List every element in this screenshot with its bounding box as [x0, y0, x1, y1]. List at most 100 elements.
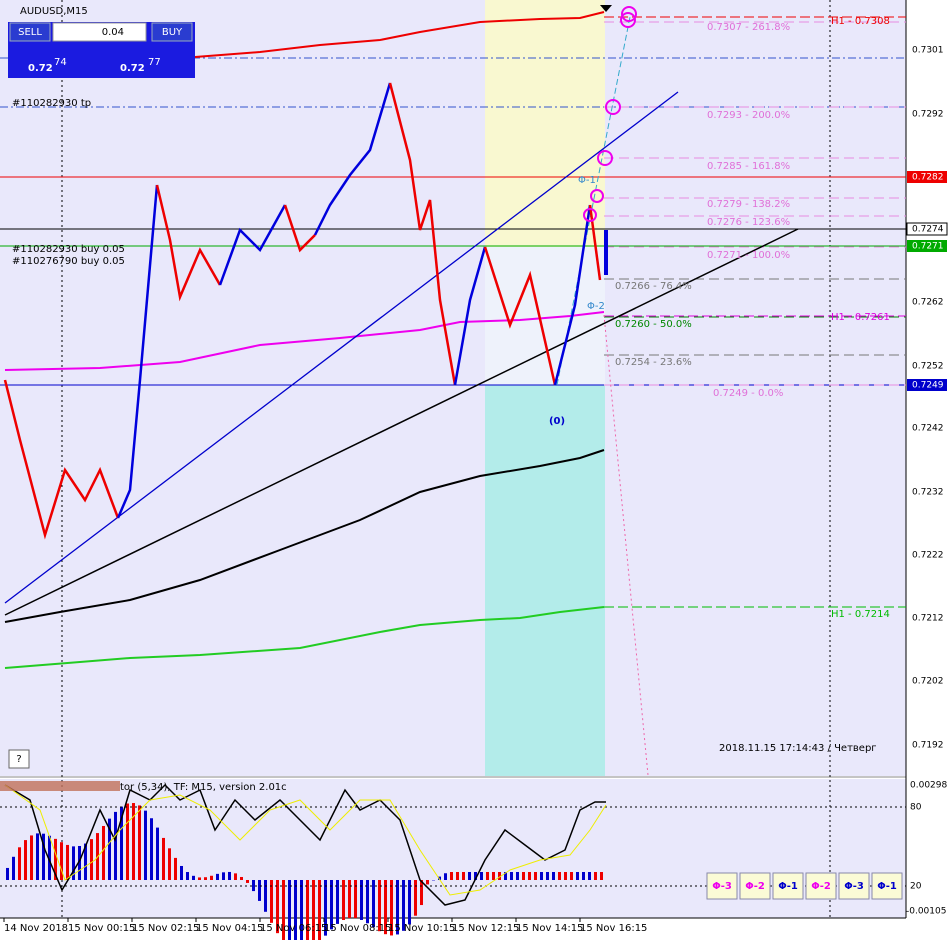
phase-button-label: Φ-1 — [877, 881, 897, 892]
price-up — [313, 82, 392, 236]
histogram-bar — [594, 872, 597, 880]
histogram-bar — [66, 844, 69, 880]
histogram-bar — [564, 872, 567, 880]
phase-button-label: Φ-3 — [712, 881, 732, 892]
sell-label: SELL — [18, 27, 42, 38]
fib-label: 0.7254 - 23.6% — [615, 357, 692, 368]
histogram-bar — [444, 873, 447, 880]
button-bar: Φ-3 Φ-2 Φ-1 Φ-2 Φ-3 Φ-1 — [706, 872, 903, 900]
histogram-bar — [54, 838, 57, 880]
phase-button[interactable] — [739, 872, 771, 900]
lot-value: 0.04 — [102, 27, 124, 38]
fib-lines — [604, 21, 906, 386]
histogram-bar — [84, 843, 87, 880]
phase-button[interactable] — [805, 872, 837, 900]
time-label: 15 Nov 08:15 — [324, 923, 391, 934]
zone-light — [485, 247, 605, 385]
histogram-bar — [36, 833, 39, 880]
time-label: 15 Nov 16:15 — [580, 923, 647, 934]
ma-green — [4, 606, 605, 669]
price-label: 0.7232 — [912, 488, 944, 498]
histogram-bar — [294, 880, 297, 940]
histogram-bar — [360, 880, 363, 920]
histogram-bar — [18, 847, 21, 880]
time-label: 15 Nov 12:15 — [452, 923, 519, 934]
wave-label: Φ-1 — [578, 175, 596, 186]
order-label: #110276790 buy 0.05 — [12, 256, 125, 267]
histogram-bar — [180, 865, 183, 880]
histogram-bar — [12, 856, 15, 880]
histogram-bar — [402, 880, 405, 931]
price-down — [155, 184, 222, 302]
order-label: #110282930 tp — [12, 98, 91, 109]
histogram-bar — [282, 880, 285, 940]
histogram-bar — [456, 872, 459, 880]
sell-button[interactable] — [9, 22, 51, 42]
price-tag — [906, 222, 948, 236]
histogram-bar — [522, 872, 525, 880]
histogram-bar — [552, 872, 555, 880]
ma-black — [4, 449, 605, 623]
indicator-title: tor (5,34), TF: M15, version 2.01c — [120, 782, 287, 793]
buy-button[interactable] — [151, 22, 193, 42]
time-label: 15 Nov 06:15 — [260, 923, 327, 934]
histogram-bar — [492, 872, 495, 880]
phase-button[interactable] — [838, 872, 870, 900]
time-label: 15 Nov 04:15 — [196, 923, 263, 934]
histogram-bar — [468, 872, 471, 880]
histogram-bar — [30, 835, 33, 880]
histogram-bar — [366, 880, 369, 924]
price-up — [553, 204, 592, 386]
histogram-bar — [234, 873, 237, 880]
histogram-bar — [378, 880, 381, 932]
help-button[interactable] — [8, 749, 30, 769]
histogram-bar — [228, 871, 231, 880]
phase-button[interactable] — [772, 872, 804, 900]
histogram-bar — [570, 872, 573, 880]
phase-button[interactable] — [706, 872, 738, 900]
indicator-axis: 80 — [910, 803, 922, 813]
price-label: 0.7222 — [912, 551, 944, 561]
price-label: 0.7192 — [912, 741, 944, 751]
price-up — [218, 204, 287, 286]
histogram-bar — [222, 872, 225, 880]
price-label: 0.7202 — [912, 677, 944, 687]
h1-label: H1 - 0.7261 — [831, 312, 890, 323]
histogram-bar — [102, 825, 105, 880]
histogram-bar — [348, 880, 351, 919]
histogram-bar — [510, 872, 513, 880]
fib-label: 0.7271 - 100.0% — [707, 250, 790, 261]
histogram-bar — [210, 875, 213, 880]
histogram-bar — [150, 818, 153, 880]
sell-price-small: 0.72 — [28, 63, 53, 74]
histogram-bar — [420, 880, 423, 906]
histogram-bar — [474, 872, 477, 880]
phase-button-label: Φ-2 — [745, 881, 765, 892]
price-tag — [907, 171, 947, 183]
histogram-bar — [504, 872, 507, 880]
phase-button[interactable] — [871, 872, 903, 900]
symbol: AUDUSD,M15 — [20, 6, 88, 17]
price-down — [483, 246, 557, 386]
fib-lines-gray — [604, 278, 906, 356]
histogram-bar — [450, 872, 453, 880]
histogram-bar — [390, 880, 393, 936]
histogram-bar — [516, 872, 519, 880]
h1-label: H1 - 0.7214 — [831, 609, 890, 620]
fib-label: 0.7276 - 123.6% — [707, 217, 790, 228]
histogram-bar — [582, 872, 585, 880]
price-tag — [907, 379, 947, 391]
indicator-axis: -0.00105 — [906, 907, 946, 917]
fib-label: 0.7279 - 138.2% — [707, 199, 790, 210]
histogram-bar — [576, 872, 579, 880]
histogram-bar — [528, 872, 531, 880]
histogram-bar — [90, 839, 93, 880]
ma-magenta — [4, 311, 605, 371]
wave-circles — [583, 6, 637, 222]
histogram-bar — [600, 872, 603, 880]
help-label: ? — [16, 754, 21, 765]
histogram-bar — [216, 873, 219, 880]
lot-input[interactable] — [52, 22, 147, 42]
histogram-bar — [138, 805, 141, 880]
